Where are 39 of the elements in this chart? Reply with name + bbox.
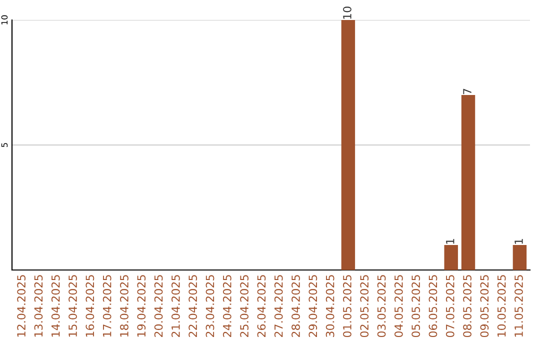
x-tick-label: 01.05.2025 [343,275,352,338]
x-tick-label: 27.04.2025 [274,275,283,337]
x-tick-label: 12.04.2025 [17,275,26,337]
x-tick-label: 22.04.2025 [188,275,198,337]
x-tick-label: 05.05.2025 [412,275,420,338]
x-tick-label: 24.04.2025 [222,275,232,337]
x-tick-label: 15.04.2025 [68,275,77,337]
bar [444,245,458,270]
x-tick-label: 26.04.2025 [257,275,266,337]
x-tick-label: 11.05.2025 [514,275,523,337]
x-tick-label: 18.04.2025 [120,275,128,337]
x-tick-label: 13.04.2025 [34,275,43,337]
x-tick-label: 17.04.2025 [102,275,112,337]
data-label: 7 [463,88,472,94]
x-tick-label: 20.04.2025 [154,275,163,337]
x-tick-label: 28.04.2025 [292,275,300,337]
x-tick-label: 07.05.2025 [446,275,454,338]
data-label: 1 [446,238,454,244]
bar [341,20,356,270]
x-tick-label: 06.05.2025 [428,275,438,338]
x-tick-label: 04.05.2025 [394,275,403,338]
x-tick-label: 23.04.2025 [206,275,214,337]
x-tick-label: 14.04.2025 [51,275,60,337]
x-tick-label: 19.04.2025 [137,275,146,337]
bar [512,245,527,270]
x-tick-label: 16.04.2025 [86,275,94,337]
x-tick-label: 03.05.2025 [377,275,386,338]
x-tick-label: 08.05.2025 [463,275,472,338]
x-tick-label: 09.05.2025 [480,275,489,338]
x-tick-label: 30.04.2025 [326,275,334,337]
x-tick-label: 21.04.2025 [171,275,180,337]
x-tick-label: 29.04.2025 [308,275,318,337]
data-label: 10 [343,6,352,19]
bar [461,95,476,270]
x-tick-label: 25.04.2025 [240,275,248,337]
x-tick-label: 10.05.2025 [497,275,506,337]
y-tick-label: 5 [1,143,8,148]
x-tick-label: 02.05.2025 [360,275,369,338]
data-label: 1 [514,238,523,244]
